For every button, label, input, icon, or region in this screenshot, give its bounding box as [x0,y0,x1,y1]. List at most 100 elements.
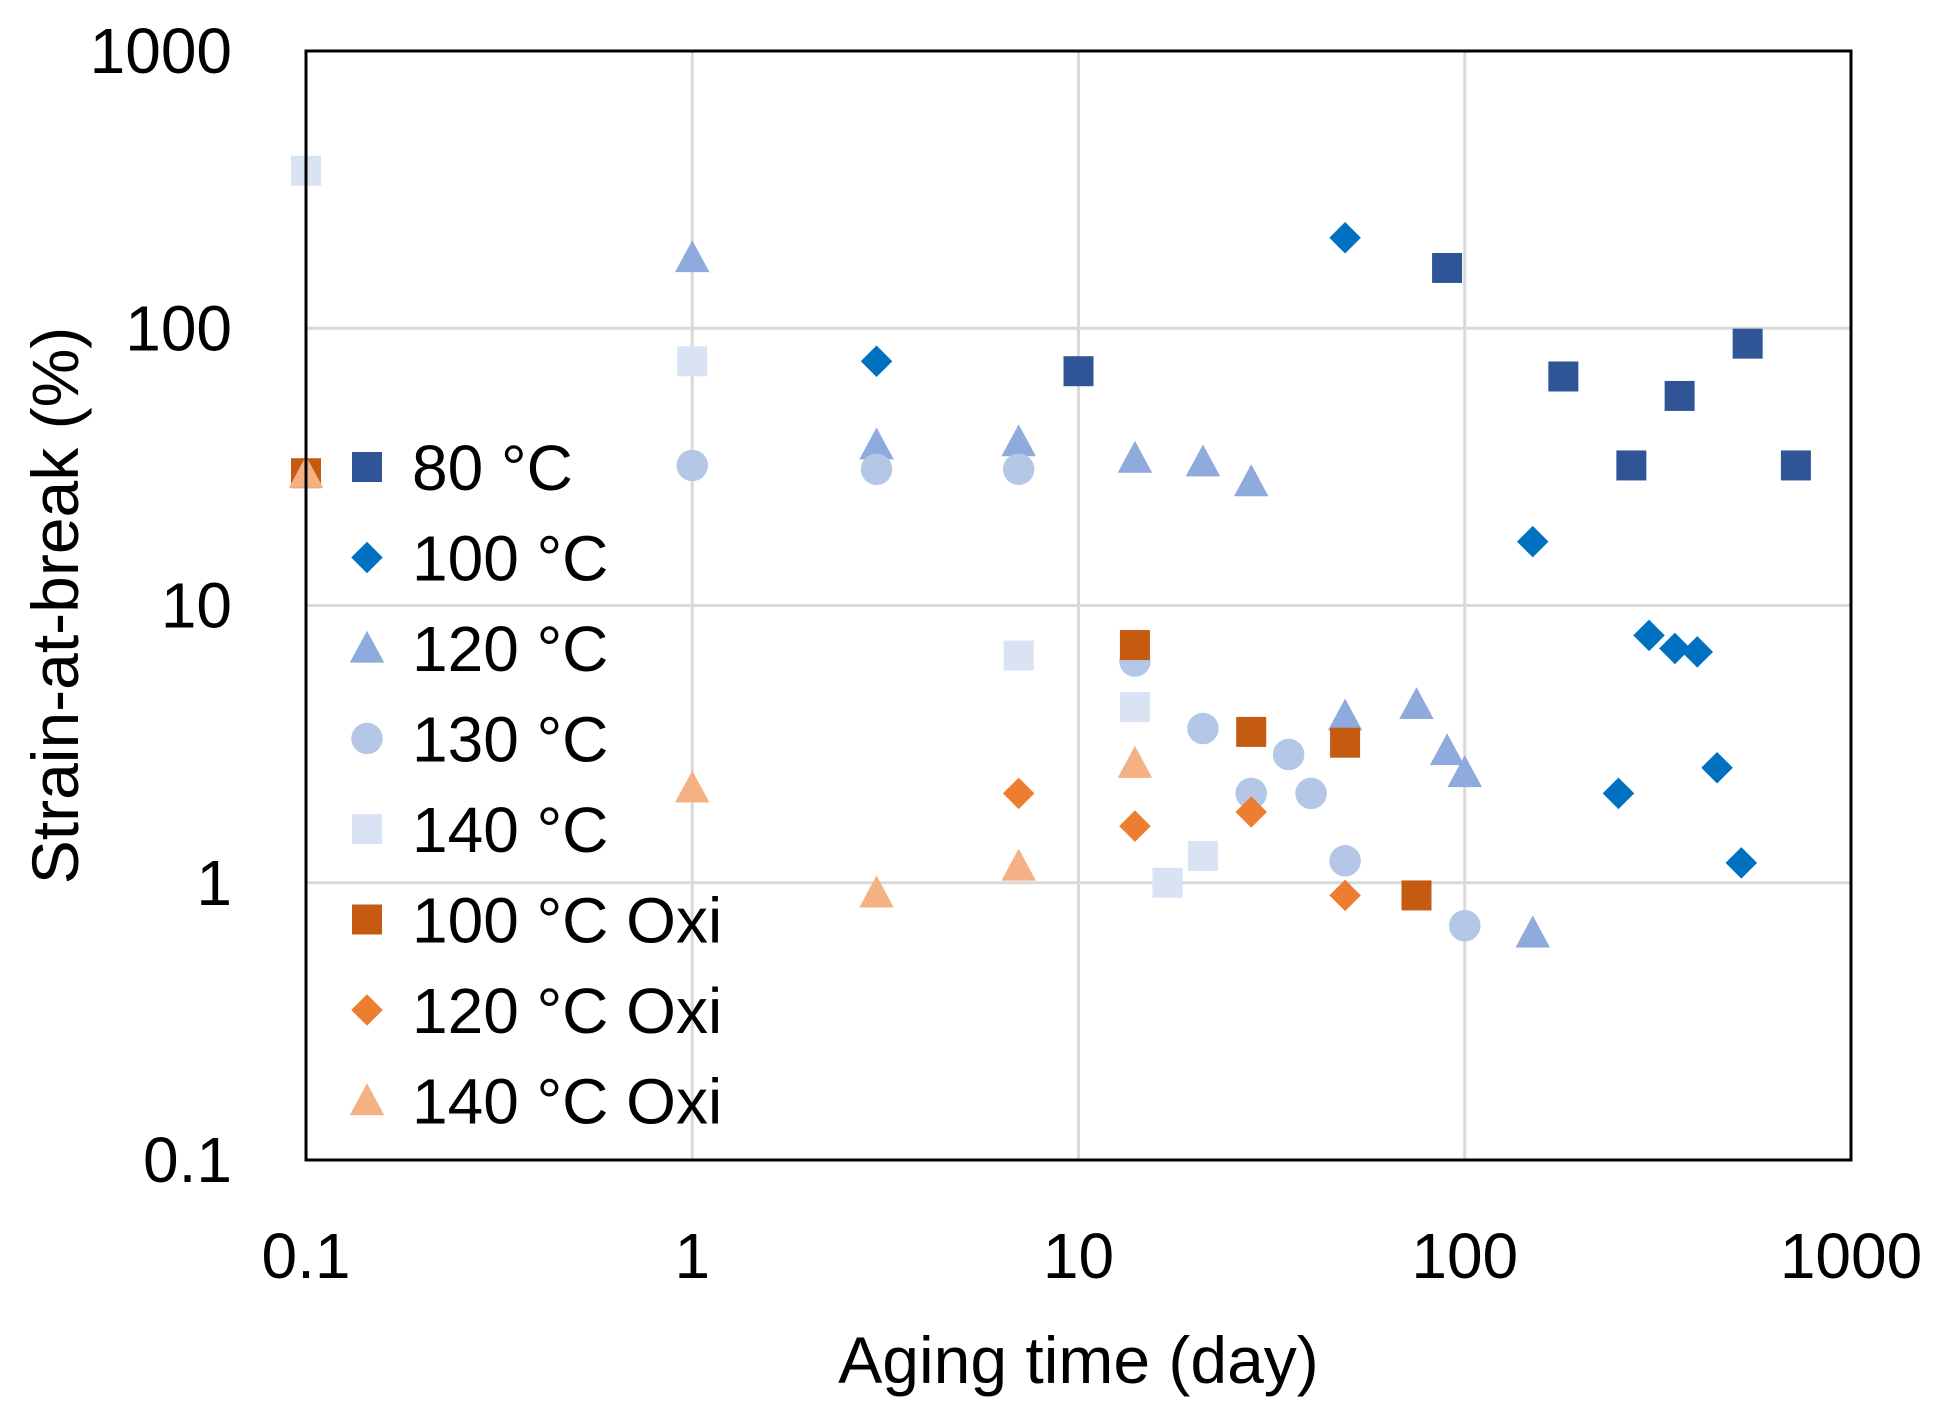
legend-marker [351,994,383,1026]
data-point [1432,252,1463,283]
data-point [1063,356,1094,387]
legend-label: 120 °C [412,613,608,685]
y-tick-label: 1 [196,847,232,919]
data-point [1515,915,1551,948]
legend-entry: 140 °C Oxi [349,1066,722,1138]
legend-entry: 130 °C [351,704,608,776]
legend-marker [351,541,383,574]
data-point [859,427,894,460]
legend-marker [349,1083,385,1116]
data-point [1152,867,1183,898]
x-axis-title: Aging time (day) [838,1323,1319,1397]
data-point [1117,745,1153,778]
series-0 [1063,252,1811,481]
data-point [1681,636,1714,668]
legend-label: 100 °C Oxi [412,885,722,957]
x-tick-label: 1000 [1780,1220,1922,1292]
data-point [676,449,708,482]
series-2 [675,240,1551,948]
series-6 [1002,777,1361,912]
legend-marker [352,904,382,935]
data-point [1119,630,1150,661]
data-point [1616,450,1647,481]
data-point [1272,738,1305,771]
legend-label: 140 °C Oxi [412,1066,722,1138]
y-tick-label: 100 [125,292,232,364]
data-point [1002,777,1035,810]
legend-entry: 140 °C [352,794,608,866]
data-point [675,770,710,803]
legend-label: 120 °C Oxi [412,975,722,1047]
data-point [1001,424,1036,457]
data-point [1233,464,1269,497]
legend-entry: 100 °C Oxi [352,885,722,957]
data-point [1780,450,1811,481]
legend-entry: 120 °C [349,613,608,685]
data-point [1119,810,1151,842]
data-point [1517,525,1549,558]
y-tick-label: 10 [161,570,232,642]
data-point [1002,453,1035,486]
data-point [677,346,708,377]
data-point [1399,687,1434,720]
legend-marker [352,814,382,844]
x-tick-label: 1 [674,1220,710,1292]
data-point [1329,879,1361,912]
data-points [288,155,1811,948]
legend-label: 130 °C [412,704,608,776]
data-point [1447,755,1482,788]
legend-entry: 80 °C [352,432,573,504]
data-point [1187,712,1219,745]
legend: 80 °C 100 °C 120 °C 130 °C 140 °C 100 °C Oxi 1… [349,432,722,1138]
series-1 [860,222,1758,879]
y-tick-label: 1000 [90,15,232,87]
y-tick-label: 0.1 [143,1124,232,1196]
y-axis-title: Strain-at-break (%) [18,327,92,885]
data-point [1659,632,1691,665]
legend-label: 100 °C [412,523,608,595]
data-point [1633,619,1665,652]
data-point [1701,751,1733,784]
data-point [1003,640,1034,671]
data-point [860,345,893,378]
legend-label: 140 °C [412,794,608,866]
plot-area-border [304,49,1853,1162]
data-point [1401,880,1432,911]
legend-marker [352,452,382,482]
data-point [1119,692,1150,723]
data-point [1548,361,1579,392]
legend-entry: 100 °C [351,523,608,595]
data-point [1329,845,1361,877]
x-tick-label: 0.1 [262,1220,351,1292]
legend-marker [351,722,383,755]
axis-titles: Aging time (day) Strain-at-break (%) [18,327,1319,1397]
data-point [859,875,894,908]
data-point [1664,380,1695,411]
legend-label: 80 °C [412,432,573,504]
x-tick-label: 10 [1043,1220,1114,1292]
data-point [1235,796,1267,828]
data-point [1329,222,1361,254]
data-point [1449,909,1481,942]
data-point [675,240,710,273]
data-point [1732,328,1763,359]
data-point [1602,777,1635,810]
data-point [1327,698,1363,731]
data-point [1295,777,1327,810]
legend-entry: 120 °C Oxi [351,975,722,1047]
tick-labels: 0.1 1 10 100 1000 0.1 1 10 100 1000 [90,15,1923,1292]
legend-marker [349,630,385,663]
data-point [1185,444,1221,477]
data-point [1236,716,1267,747]
data-point [1330,727,1361,758]
data-point [1117,440,1153,473]
data-point [860,453,893,486]
series-3 [676,449,1481,942]
data-point [1001,848,1036,881]
data-point [1429,733,1465,766]
x-tick-label: 100 [1411,1220,1518,1292]
data-point [1187,840,1218,871]
data-point [1235,777,1267,810]
data-point [1725,847,1758,879]
